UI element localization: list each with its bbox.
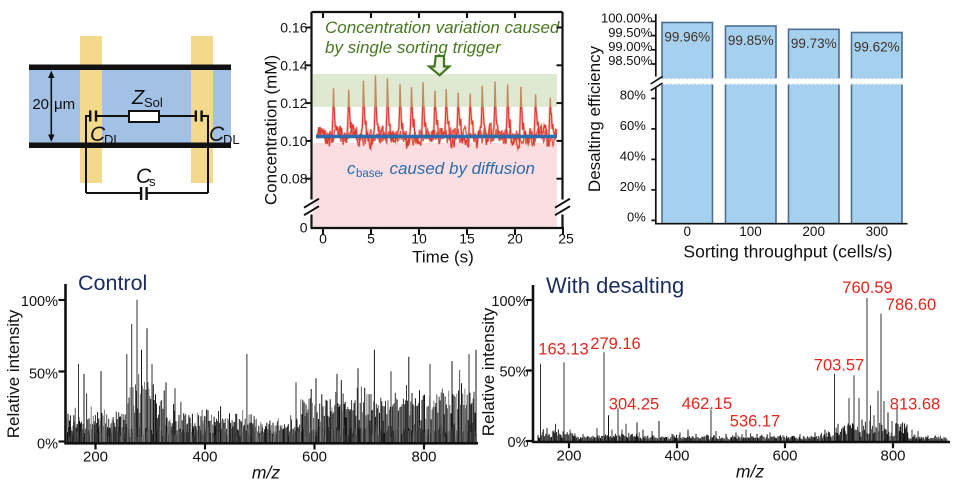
- svg-text:m/z: m/z: [736, 462, 764, 482]
- svg-text:20: 20: [507, 231, 523, 247]
- svg-text:20: 20: [32, 96, 49, 113]
- svg-text:99.73%: 99.73%: [791, 36, 837, 51]
- svg-text:60%: 60%: [620, 118, 646, 133]
- svg-text:C: C: [90, 123, 106, 146]
- svg-text:Concentration variation caused: Concentration variation caused: [325, 18, 560, 37]
- svg-text:800: 800: [411, 449, 436, 466]
- svg-text:25: 25: [558, 231, 574, 247]
- svg-text:DL: DL: [223, 132, 240, 147]
- svg-text:base: base: [356, 168, 381, 180]
- svg-text:0.08: 0.08: [280, 171, 307, 187]
- svg-text:813.68: 813.68: [890, 396, 940, 414]
- svg-text:Control: Control: [78, 271, 147, 295]
- svg-text:99.96%: 99.96%: [664, 29, 710, 44]
- svg-text:C: C: [136, 165, 152, 188]
- svg-text:800: 800: [880, 448, 905, 465]
- svg-text:400: 400: [192, 449, 217, 466]
- svg-text:c: c: [347, 159, 356, 178]
- svg-text:536.17: 536.17: [730, 413, 780, 431]
- svg-text:Z: Z: [131, 87, 145, 109]
- svg-text:50%: 50%: [499, 365, 528, 381]
- svg-text:20%: 20%: [620, 179, 646, 194]
- svg-text:100%: 100%: [21, 294, 58, 310]
- svg-text:0.10: 0.10: [280, 133, 307, 149]
- svg-text:by single sorting trigger: by single sorting trigger: [325, 38, 502, 57]
- svg-text:0: 0: [300, 220, 308, 236]
- svg-text:600: 600: [302, 449, 327, 466]
- svg-text:5: 5: [367, 231, 375, 247]
- svg-text:100: 100: [739, 224, 762, 239]
- svg-text:99.62%: 99.62%: [854, 39, 900, 54]
- svg-text:100.00%: 100.00%: [601, 11, 653, 26]
- svg-text:703.57: 703.57: [814, 357, 864, 375]
- svg-text:Relative intensity: Relative intensity: [4, 309, 23, 438]
- svg-text:50%: 50%: [29, 367, 58, 383]
- svg-text:99.00%: 99.00%: [608, 39, 653, 54]
- svg-text:0: 0: [319, 231, 327, 247]
- svg-text:, caused by diffusion: , caused by diffusion: [380, 159, 535, 178]
- svg-text:279.16: 279.16: [590, 335, 640, 353]
- svg-text:Relative intensity: Relative intensity: [479, 307, 498, 436]
- svg-text:400: 400: [664, 448, 689, 465]
- svg-text:0: 0: [684, 224, 692, 239]
- svg-text:163.13: 163.13: [538, 341, 588, 359]
- svg-text:Concentration (mM): Concentration (mM): [262, 55, 281, 205]
- svg-text:15: 15: [459, 231, 475, 247]
- svg-text:80%: 80%: [620, 88, 646, 103]
- svg-text:s: s: [149, 174, 156, 189]
- svg-text:40%: 40%: [620, 149, 646, 164]
- svg-text:200: 200: [83, 449, 108, 466]
- svg-text:304.25: 304.25: [609, 396, 659, 414]
- svg-text:760.59: 760.59: [842, 279, 892, 297]
- svg-text:0%: 0%: [508, 435, 529, 451]
- svg-text:100%: 100%: [491, 294, 528, 310]
- svg-text:10: 10: [411, 231, 427, 247]
- svg-text:0%: 0%: [37, 437, 58, 453]
- svg-text:99.85%: 99.85%: [728, 33, 774, 48]
- svg-text:300: 300: [866, 224, 889, 239]
- svg-text:Sol: Sol: [144, 95, 163, 110]
- svg-text:0.14: 0.14: [280, 57, 307, 73]
- svg-text:m/z: m/z: [252, 463, 280, 483]
- svg-text:Desalting efficiency: Desalting efficiency: [585, 45, 604, 192]
- svg-text:Time (s): Time (s): [412, 248, 474, 267]
- svg-text:200: 200: [556, 448, 581, 465]
- svg-text:0.12: 0.12: [280, 95, 307, 111]
- svg-text:0%: 0%: [627, 210, 646, 225]
- svg-text:200: 200: [802, 224, 825, 239]
- svg-text:C: C: [209, 123, 225, 146]
- svg-text:462.15: 462.15: [682, 395, 732, 413]
- svg-text:With desalting: With desalting: [546, 273, 684, 298]
- svg-text:μm: μm: [54, 96, 75, 113]
- svg-text:99.50%: 99.50%: [608, 25, 653, 40]
- svg-text:98.50%: 98.50%: [608, 53, 653, 68]
- svg-text:786.60: 786.60: [886, 296, 936, 314]
- svg-text:0.16: 0.16: [280, 20, 307, 36]
- svg-text:Sorting throughput (cells/s): Sorting throughput (cells/s): [683, 242, 892, 262]
- svg-text:600: 600: [772, 448, 797, 465]
- svg-text:DL: DL: [104, 132, 121, 147]
